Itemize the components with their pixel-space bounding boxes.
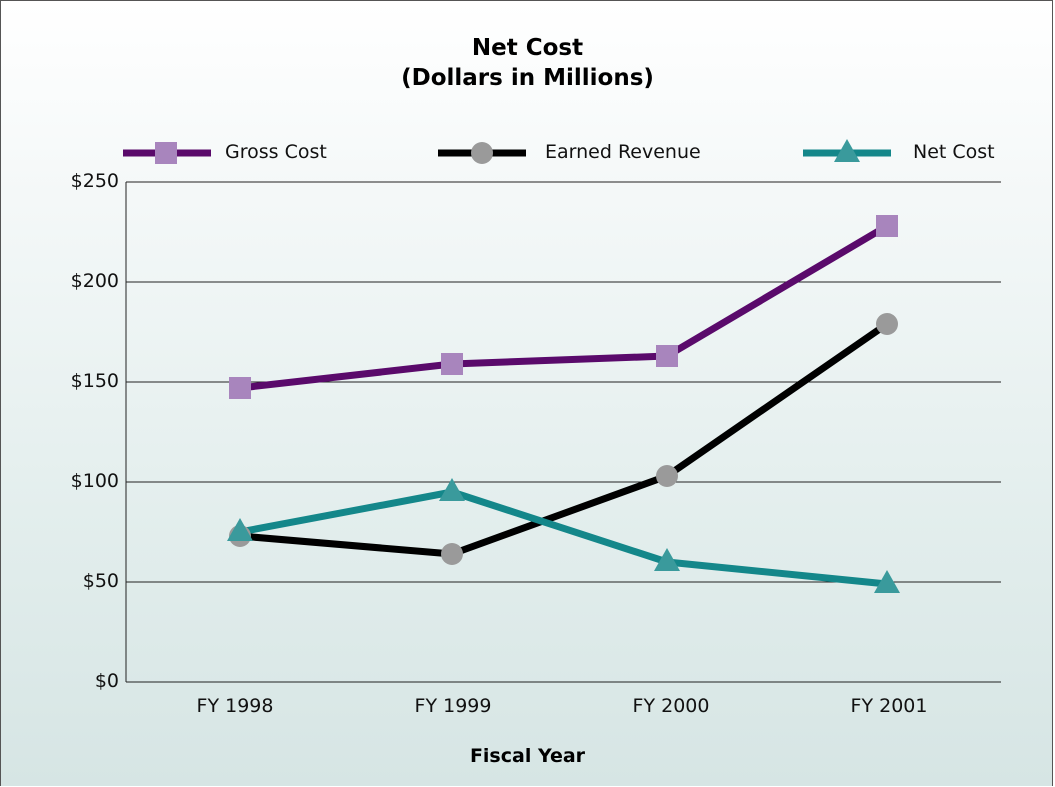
data-point-gross-cost bbox=[656, 345, 678, 367]
data-point-earned-revenue bbox=[876, 313, 898, 335]
legend-marker-net-cost bbox=[834, 139, 860, 162]
series-line-gross-cost bbox=[239, 222, 889, 392]
y-tick-label: $250 bbox=[70, 170, 119, 192]
data-point-gross-cost bbox=[441, 353, 463, 375]
x-tick-label: FY 1998 bbox=[196, 695, 274, 717]
data-point-net-cost bbox=[439, 478, 465, 501]
y-tick-label: $100 bbox=[70, 470, 119, 492]
y-tick-label: $50 bbox=[82, 570, 119, 592]
legend-label-earned-revenue: Earned Revenue bbox=[545, 141, 701, 163]
y-tick-label: $150 bbox=[70, 370, 119, 392]
data-point-gross-cost bbox=[229, 377, 251, 399]
data-point-net-cost bbox=[654, 548, 680, 571]
legend-label-net-cost: Net Cost bbox=[913, 141, 995, 163]
chart-title: Net Cost bbox=[471, 35, 584, 61]
data-point-net-cost bbox=[227, 518, 253, 541]
x-axis-label: Fiscal Year bbox=[469, 745, 586, 767]
series-line-earned-revenue bbox=[239, 321, 889, 558]
chart-subtitle: (Dollars in Millions) bbox=[401, 65, 654, 91]
legend-marker-earned-revenue bbox=[471, 142, 493, 164]
data-point-net-cost bbox=[874, 570, 900, 593]
series-line-net-cost bbox=[239, 488, 888, 588]
legend-label-gross-cost: Gross Cost bbox=[225, 141, 327, 163]
data-point-gross-cost bbox=[876, 215, 898, 237]
x-tick-label: FY 1999 bbox=[414, 695, 492, 717]
legend-marker-gross-cost bbox=[155, 142, 177, 164]
data-point-earned-revenue bbox=[441, 543, 463, 565]
x-tick-label: FY 2000 bbox=[632, 695, 710, 717]
data-point-earned-revenue bbox=[656, 465, 678, 487]
y-tick-label: $200 bbox=[70, 270, 119, 292]
y-tick-label: $0 bbox=[94, 670, 119, 692]
x-tick-label: FY 2001 bbox=[850, 695, 928, 717]
